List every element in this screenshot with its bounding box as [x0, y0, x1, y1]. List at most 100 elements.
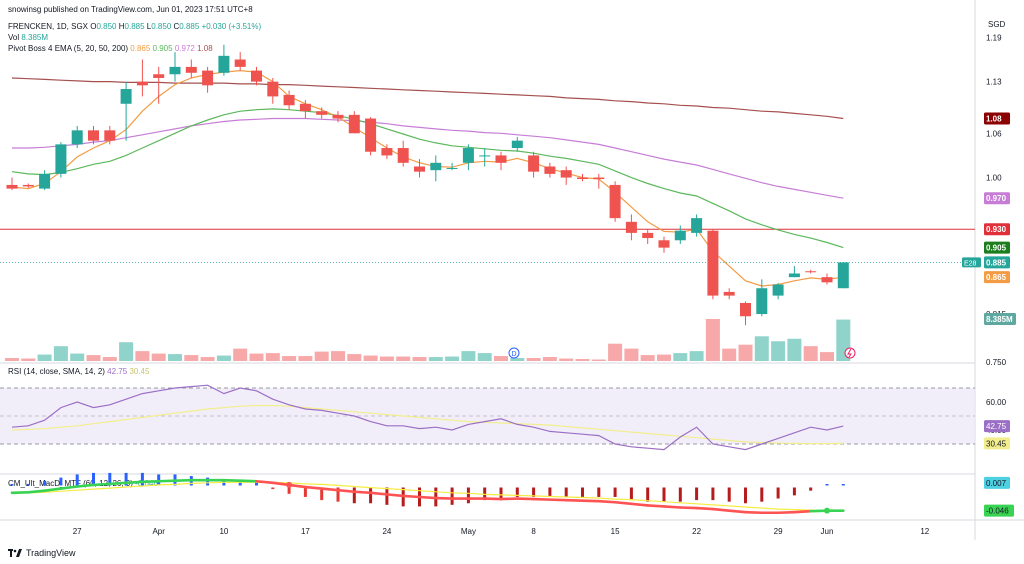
price-tick-label: 1.13: [986, 78, 1002, 87]
rsi-axis-label-bg: [984, 420, 1010, 433]
ema200-axis-label-bg: [984, 112, 1010, 125]
macd-line-segment: [483, 497, 503, 501]
close-label: C: [173, 22, 180, 31]
x-tick-label: 27: [73, 527, 82, 536]
ema5-axis-label-bg: [984, 271, 1010, 284]
candle-body: [348, 114, 360, 134]
candle-body: [528, 155, 540, 172]
candle-body: [560, 170, 572, 178]
rsi-legend-value: 42.75: [107, 367, 128, 376]
candle-body: [495, 155, 507, 163]
ema5-line: [11, 69, 844, 287]
macd-cross-dot: [286, 481, 293, 488]
candle-body: [756, 288, 768, 315]
candle-body: [446, 167, 458, 169]
macd-histogram-bar: [597, 487, 601, 497]
candle-body: [479, 155, 491, 157]
volume-bar: [216, 355, 231, 361]
macd-histogram-bar: [515, 487, 519, 497]
candle-body: [120, 89, 132, 104]
candle-body: [740, 302, 751, 317]
macd-line-segment: [401, 494, 421, 499]
macd-histogram-bar: [548, 487, 552, 497]
macd-histogram-bar: [564, 487, 568, 497]
macd-histogram-bar: [792, 487, 796, 496]
candle-body: [332, 114, 344, 119]
macd-cross-dot: [824, 507, 830, 514]
macd-line-segment: [678, 506, 698, 510]
macd-histogram-bar: [303, 487, 307, 497]
candle-body: [22, 184, 34, 187]
volume-bar: [559, 358, 574, 361]
macd-histogram-bar: [678, 487, 682, 502]
candle-body: [397, 148, 409, 163]
volume-bar: [754, 336, 769, 361]
earnings-marker-icon: [844, 347, 856, 359]
rsi-ma-legend-value: 30.45: [129, 367, 150, 376]
volume-bar: [282, 356, 297, 361]
macd-histogram-bar: [466, 487, 470, 504]
ema200-line: [11, 77, 844, 120]
macd-histogram-bar: [369, 487, 373, 504]
tradingview-brand[interactable]: TradingView: [8, 548, 76, 558]
macd-line-segment: [581, 499, 601, 503]
price-tick-label: 0.815: [986, 310, 1007, 319]
macd-histogram-bar: [189, 476, 193, 486]
volume-bar: [347, 354, 362, 361]
macd-line-segment: [809, 509, 829, 513]
macd-histogram-bar: [711, 487, 715, 501]
candle-body: [104, 130, 116, 141]
macd-histogram-bar: [776, 487, 780, 499]
macd-line-segment: [744, 510, 764, 515]
candle-body: [462, 148, 474, 163]
rsi-ma-axis-label: 30.45: [986, 439, 1007, 448]
rsi-axis-label: 42.75: [986, 422, 1007, 431]
rsi-tick-label: 60.00: [986, 398, 1007, 407]
macd-legend-value: -0.046: [135, 479, 158, 488]
macd-line-segment: [222, 478, 242, 483]
hline-axis-label-bg: [984, 223, 1010, 236]
macd-histogram-bar: [206, 477, 210, 486]
volume-bar: [412, 357, 427, 361]
x-tick-label: 24: [382, 527, 391, 536]
volume-bar: [298, 356, 313, 361]
macd-line-segment: [499, 497, 519, 501]
candle-body: [691, 218, 703, 233]
macd-histogram-bar: [727, 487, 731, 502]
brand-label: TradingView: [26, 548, 76, 558]
volume-bar: [771, 341, 786, 361]
macd-line-segment: [157, 479, 177, 483]
volume-axis-label-bg: [984, 313, 1016, 325]
macd-histogram-bar: [173, 474, 177, 486]
volume-bar: [787, 338, 802, 361]
macd-line-segment: [727, 509, 747, 514]
candle-body: [6, 184, 18, 189]
rsi-tick-label: 40.00: [986, 426, 1007, 435]
candle-body: [707, 230, 719, 296]
macd-histogram-bar: [401, 487, 405, 507]
volume-bar: [461, 351, 476, 361]
macd-line-segment: [548, 498, 568, 502]
macd-histogram-bar: [825, 484, 829, 486]
macd-line-segment: [711, 507, 731, 512]
volume-bar: [119, 342, 134, 361]
macd-line-segment: [776, 510, 796, 515]
macd-axis-label: 0.007: [986, 479, 1007, 488]
low-value: 0.850: [151, 22, 172, 31]
macd-histogram-bar: [744, 487, 747, 504]
candle-body: [267, 81, 279, 97]
macd-histogram-bar: [450, 487, 454, 505]
rsi-band: [0, 388, 975, 444]
macd-axis-label2-bg: [984, 504, 1014, 517]
candle-body: [430, 162, 442, 171]
ema20-value: 0.905: [152, 44, 173, 53]
candle-body: [88, 130, 99, 141]
grid-layer: [0, 0, 1024, 540]
ema20-axis-label-bg: [984, 241, 1010, 254]
ema20-axis-label: 0.905: [986, 244, 1007, 253]
hline-axis-label: 0.930: [986, 225, 1007, 234]
macd-histogram-bar: [336, 487, 340, 502]
macd-histogram-bar: [662, 487, 666, 502]
macd-histogram-bar: [255, 482, 258, 486]
macd-line-segment: [613, 500, 633, 506]
